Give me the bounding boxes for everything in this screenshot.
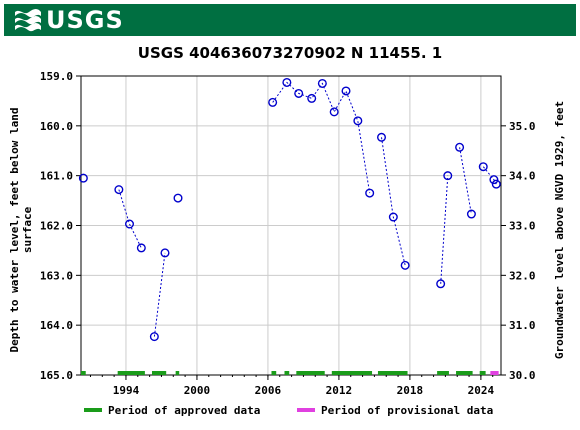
data-point-22: [466, 209, 476, 219]
usgs-logo[interactable]: USGS: [14, 6, 124, 34]
usgs-logo-text: USGS: [46, 6, 124, 34]
approved-period-bar-1: [117, 371, 145, 375]
left-tick-label-2: 161.0: [40, 170, 73, 183]
data-point-3: [136, 243, 146, 253]
data-point-11: [317, 78, 327, 88]
usgs-wave-icon: [15, 9, 41, 32]
series-line-segment-7: [459, 147, 472, 215]
right-tick-label-5: 30.0: [509, 369, 536, 382]
approved-period-bar-5: [284, 371, 290, 375]
series-line-segment-2: [153, 252, 166, 337]
data-point-24: [489, 175, 499, 185]
approved-period-bar-3: [175, 371, 180, 375]
data-point-10: [307, 93, 317, 103]
chart-title: USGS 404636073270902 N 11455. 1: [137, 44, 443, 62]
data-point-8: [282, 77, 292, 87]
series-layer: [78, 77, 501, 342]
usgs-header-bar: USGS: [4, 4, 576, 36]
legend-provisional-label: Period of provisional data: [321, 404, 493, 417]
data-point-9: [294, 88, 304, 98]
x-tick-label-4: 2018: [397, 384, 424, 397]
data-point-23: [478, 162, 488, 172]
right-tick-label-1: 34.0: [509, 170, 536, 183]
right-tick-label-3: 32.0: [509, 269, 536, 282]
approved-period-bar-6: [296, 371, 325, 375]
approved-period-bar-0: [81, 371, 86, 375]
approved-period-bar-8: [377, 371, 408, 375]
left-tick-label-6: 165.0: [40, 369, 73, 382]
x-tick-label-3: 2012: [326, 384, 353, 397]
x-tick-label-2: 2006: [255, 384, 282, 397]
series-line-segment-4: [272, 81, 371, 194]
data-point-18: [400, 260, 410, 270]
legend: Period of approved data Period of provis…: [84, 404, 493, 417]
data-point-17: [388, 212, 398, 222]
left-tick-label-3: 162.0: [40, 220, 73, 233]
data-point-16: [377, 132, 387, 142]
legend-approved-label: Period of approved data: [108, 404, 260, 417]
data-point-4: [149, 332, 159, 342]
left-tick-label-4: 163.0: [40, 269, 73, 282]
y-axis-right-label: Groundwater level above NGVD 1929, feet: [553, 101, 566, 359]
data-point-14: [353, 116, 363, 126]
left-tick-label-1: 160.0: [40, 120, 73, 133]
approved-period-bar-2: [151, 371, 167, 375]
data-point-0: [78, 173, 88, 183]
y-axis-left-label-line-1: Depth to water level, feet below land: [8, 107, 21, 352]
data-point-19: [436, 279, 446, 289]
x-tick-label-1: 2000: [184, 384, 211, 397]
right-tick-label-4: 31.0: [509, 319, 536, 332]
left-tick-label-0: 159.0: [40, 70, 73, 83]
data-point-6: [173, 193, 183, 203]
series-line-segment-5: [381, 137, 406, 266]
right-tick-label-2: 33.0: [509, 220, 536, 233]
data-point-15: [365, 188, 375, 198]
period-layer: [81, 371, 499, 375]
data-point-1: [114, 185, 124, 195]
right-tick-label-0: 35.0: [509, 120, 536, 133]
x-tick-label-5: 2024: [468, 384, 495, 397]
data-point-13: [341, 86, 351, 96]
data-point-2: [125, 219, 135, 229]
data-point-5: [160, 248, 170, 258]
axis-layer: 159.0 160.0 161.0 162.0 163.0 164.0 165.0 35.0 3…: [40, 70, 536, 397]
approved-period-bar-4: [271, 371, 277, 375]
left-tick-label-5: 164.0: [40, 319, 73, 332]
provisional-period-bar-0: [490, 371, 499, 375]
x-tick-label-0: 1994: [113, 384, 140, 397]
data-point-20: [443, 171, 453, 181]
series-line-segment-6: [440, 175, 449, 284]
grid-layer: [81, 75, 501, 376]
approved-period-bar-11: [479, 371, 486, 375]
y-axis-left-label-line-2: surface: [21, 206, 34, 253]
data-point-7: [268, 97, 278, 107]
approved-period-bar-7: [331, 371, 373, 375]
data-point-25: [491, 179, 501, 189]
approved-period-bar-9: [437, 371, 449, 375]
approved-period-bar-10: [456, 371, 473, 375]
series-line-segment-1: [118, 189, 142, 249]
data-point-12: [329, 107, 339, 117]
data-point-21: [455, 142, 465, 152]
